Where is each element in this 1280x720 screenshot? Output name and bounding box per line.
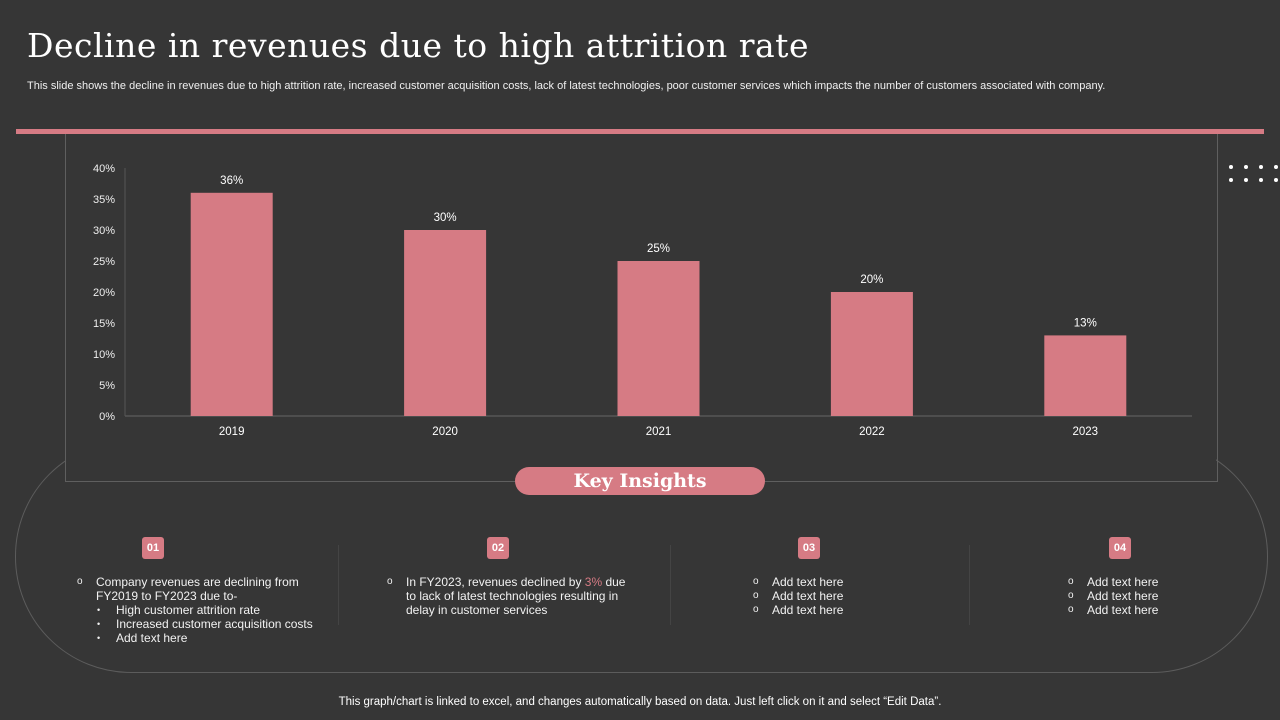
column-separator [338, 545, 339, 625]
divider [16, 129, 1264, 134]
y-tick-label: 5% [99, 380, 115, 392]
y-tick-label: 20% [93, 287, 115, 299]
footer-note: This graph/chart is linked to excel, and… [338, 696, 942, 708]
y-tick-label: 35% [93, 194, 115, 206]
insight-01-sub: High customer attrition rate [77, 603, 337, 617]
insight-04-item: Add text here [1068, 575, 1158, 589]
dots-decoration-icon [1229, 165, 1280, 182]
x-tick-label: 2022 [859, 426, 885, 438]
insight-01-sub: Add text here [77, 631, 337, 645]
data-label: 25% [647, 243, 670, 255]
insight-03-item: Add text here [753, 603, 843, 617]
insight-02-text-b: due to lack of latest technologies resul… [406, 575, 626, 617]
insight-number-04: 04 [1109, 537, 1131, 559]
x-tick-label: 2023 [1073, 426, 1099, 438]
key-insights-heading: Key Insights [515, 467, 765, 495]
data-label: 13% [1074, 317, 1097, 329]
bar-2021[interactable] [617, 261, 700, 416]
bar-2019[interactable] [190, 192, 273, 416]
y-tick-label: 10% [93, 349, 115, 361]
insight-02: In FY2023, revenues declined by 3% due t… [387, 575, 627, 617]
insight-number-02: 02 [487, 537, 509, 559]
insight-02-text: In FY2023, revenues declined by 3% due t… [387, 575, 627, 617]
insight-02-text-a: In FY2023, revenues declined by [406, 575, 585, 589]
bar-chart[interactable]: 0% 5% 10% 15% 20% 25% 30% 35% 40% 36% 2019 30% 2020 2… [0, 0, 1280, 460]
insight-04-item: Add text here [1068, 589, 1158, 603]
column-separator [969, 545, 970, 625]
insight-01-sub: Increased customer acquisition costs [77, 617, 337, 631]
x-tick-label: 2019 [219, 426, 245, 438]
insight-03: Add text here Add text here Add text her… [753, 575, 843, 617]
insight-04: Add text here Add text here Add text her… [1068, 575, 1158, 617]
insight-01: Company revenues are declining from FY20… [77, 575, 337, 645]
insight-03-item: Add text here [753, 575, 843, 589]
insight-03-item: Add text here [753, 589, 843, 603]
y-tick-label: 15% [93, 318, 115, 330]
data-label: 20% [860, 274, 883, 286]
slide-title: Decline in revenues due to high attritio… [27, 26, 809, 65]
insight-04-item: Add text here [1068, 603, 1158, 617]
bar-2020[interactable] [404, 230, 487, 416]
y-tick-label: 0% [99, 411, 115, 423]
x-tick-label: 2020 [432, 426, 458, 438]
insight-01-main: Company revenues are declining from FY20… [77, 575, 337, 603]
column-separator [670, 545, 671, 625]
y-tick-label: 30% [93, 225, 115, 237]
data-label: 30% [434, 212, 457, 224]
insight-number-03: 03 [798, 537, 820, 559]
bar-2023[interactable] [1044, 335, 1127, 416]
data-label: 36% [220, 175, 243, 187]
y-tick-label: 40% [93, 163, 115, 175]
slide-subtitle: This slide shows the decline in revenues… [27, 80, 1106, 92]
y-tick-label: 25% [93, 256, 115, 268]
insight-number-01: 01 [142, 537, 164, 559]
x-tick-label: 2021 [646, 426, 672, 438]
insight-02-highlight: 3% [584, 575, 603, 589]
bar-2022[interactable] [830, 292, 913, 416]
